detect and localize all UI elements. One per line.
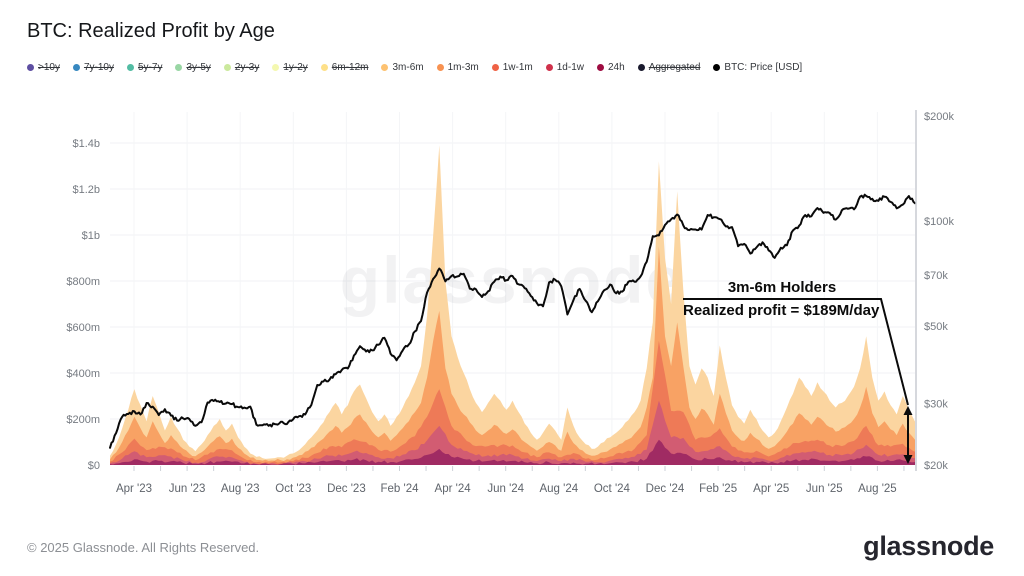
legend-label: 3y-5y [186,62,211,73]
watermark: glassnode [340,243,684,317]
annotation-realized-profit-value: Realized profit = $189M/day [683,302,880,319]
legend-label: 2y-3y [234,62,260,73]
legend-label: >10y [38,62,60,73]
annotation-holders-label: 3m-6m Holders [727,279,837,296]
legend-swatch-icon [175,64,183,71]
legend-label: 24h [608,62,625,73]
right-axis-tick-label: $200k [924,111,954,123]
left-axis-tick-label: $200m [66,414,100,426]
x-axis-tick-label: Aug '23 [221,483,260,495]
legend-item-10y[interactable]: >10y [27,62,60,73]
legend-swatch-icon [637,64,645,71]
x-axis-tick-label: Jun '24 [487,483,524,495]
legend-label: BTC: Price [USD] [724,62,803,73]
x-axis-tick-label: Jun '25 [806,483,843,495]
legend-item-3m-6m[interactable]: 3m-6m [381,62,424,73]
x-axis-tick-label: Apr '23 [116,483,152,495]
x-axis-tick-label: Aug '24 [539,483,578,495]
x-axis-tick-label: Jun '23 [169,483,206,495]
x-axis-tick-label: Feb '25 [699,483,737,495]
legend-swatch-icon [223,64,231,71]
area-1m-3m [110,246,915,465]
legend-swatch-icon [545,64,553,71]
legend: >10y 7y-10y 5y-7y 3y-5y 2y-3y 1y-2y 6m-12m 3m-6… [27,62,802,73]
legend-item-6m-12m[interactable]: 6m-12m [320,62,369,73]
x-axis-tick-label: Apr '24 [435,483,472,495]
right-axis-tick-label: $30k [924,399,948,411]
legend-label: Aggregated [648,62,701,73]
left-axis-tick-label: $0 [88,460,100,472]
right-axis-tick-label: $70k [924,270,948,282]
legend-label: 3m-6m [392,62,424,73]
legend-item-3y-5y[interactable]: 3y-5y [175,62,211,73]
annotation-pointer-line [683,298,909,406]
x-axis-tick-label: Feb '24 [381,483,420,495]
legend-swatch-icon [381,64,389,71]
legend-item-1d-1w[interactable]: 1d-1w [545,62,584,73]
btc-price-line [109,193,916,449]
legend-swatch-icon [72,64,80,71]
legend-label: 1w-1m [502,62,533,73]
left-axis-tick-label: $400m [66,368,100,380]
legend-label: 1y-2y [283,62,308,73]
legend-label: 1d-1w [556,62,584,73]
legend-item-2y-3y[interactable]: 2y-3y [223,62,260,73]
legend-item-7y-10y[interactable]: 7y-10y [72,62,114,73]
legend-swatch-icon [27,64,34,71]
left-axis-tick-label: $800m [66,276,100,288]
x-axis-tick-label: Dec '23 [327,483,366,495]
arrowhead-down-icon [903,455,913,464]
x-axis-tick-label: Oct '23 [275,483,311,495]
left-axis-tick-label: $1.4b [72,138,100,150]
legend-swatch-icon [491,64,499,71]
page-title: BTC: Realized Profit by Age [27,20,275,42]
left-axis-tick-label: $1b [82,230,100,242]
legend-swatch-icon [713,64,721,71]
glassnode-logo: glassnode [863,531,994,561]
legend-item-1m-3m[interactable]: 1m-3m [436,62,479,73]
legend-swatch-icon [126,64,134,71]
left-axis-tick-label: $1.2b [72,184,100,196]
legend-item-btc-price-usd[interactable]: BTC: Price [USD] [713,62,802,73]
right-axis-tick-label: $100k [924,216,954,228]
legend-item-1w-1m[interactable]: 1w-1m [491,62,533,73]
legend-item-aggregated[interactable]: Aggregated [637,62,701,73]
legend-label: 5y-7y [137,62,163,73]
right-axis-tick-label: $20k [924,460,948,472]
legend-item-1y-2y[interactable]: 1y-2y [272,62,308,73]
right-axis-tick-label: $50k [924,321,948,333]
area-1d-1w [110,400,915,465]
arrowhead-up-icon [903,406,913,415]
legend-swatch-icon [272,64,280,71]
copyright-text: © 2025 Glassnode. All Rights Reserved. [27,540,260,555]
area-24h [110,439,915,465]
left-axis-tick-label: $600m [66,322,100,334]
x-axis-tick-label: Apr '25 [753,483,789,495]
legend-label: 1m-3m [447,62,479,73]
x-axis-tick-label: Dec '24 [646,483,685,495]
x-axis-tick-label: Aug '25 [858,483,897,495]
legend-label: 7y-10y [83,62,114,73]
x-axis-tick-label: Oct '24 [594,483,631,495]
legend-swatch-icon [320,64,328,71]
legend-item-5y-7y[interactable]: 5y-7y [126,62,163,73]
legend-item-24h[interactable]: 24h [597,62,625,73]
legend-swatch-icon [436,64,444,71]
legend-swatch-icon [597,64,604,71]
area-1w-1m [110,340,915,465]
legend-label: 6m-12m [331,62,369,73]
